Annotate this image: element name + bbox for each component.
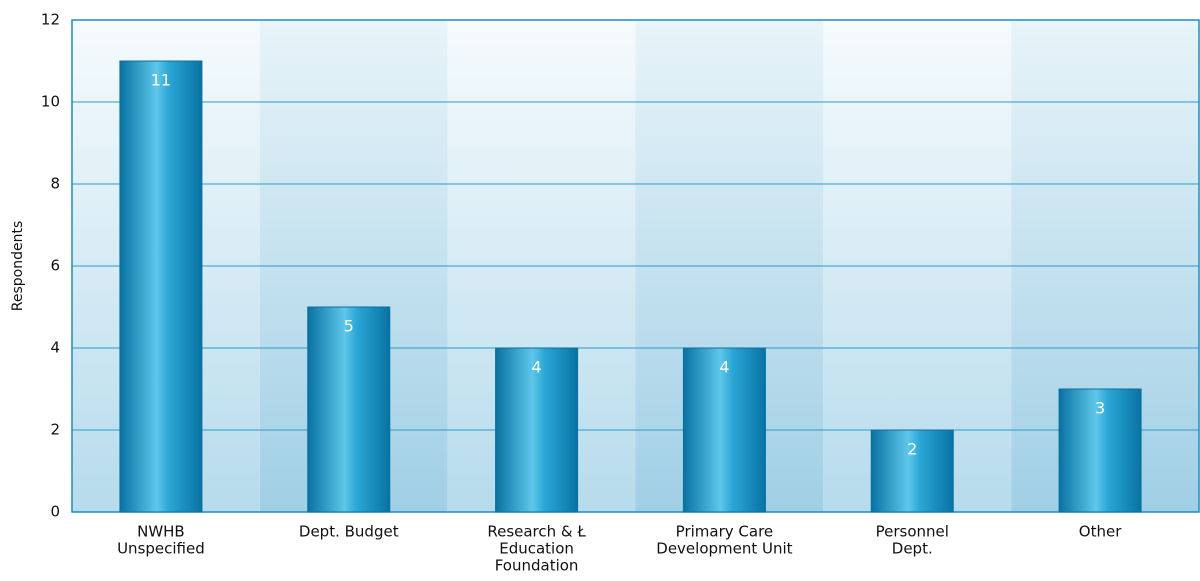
x-tick-label: Development Unit <box>656 540 792 558</box>
data-label: 5 <box>344 317 354 336</box>
bar <box>119 60 203 513</box>
x-tick-label: NWHB <box>137 523 185 541</box>
y-tick-label: 4 <box>50 339 60 357</box>
x-tick-label: Dept. <box>892 540 933 558</box>
bar <box>495 347 579 513</box>
y-tick-label: 2 <box>50 421 60 439</box>
data-label: 4 <box>531 358 541 377</box>
y-axis-label: Respondents <box>10 221 26 312</box>
x-tick-label: Research & Ł <box>487 523 586 541</box>
plot-border <box>71 19 1200 513</box>
data-label: 11 <box>151 71 171 90</box>
bar <box>307 306 391 513</box>
y-tick-label: 0 <box>50 503 60 521</box>
y-tick-label: 6 <box>50 257 60 275</box>
x-tick-label: Primary Care <box>676 523 773 541</box>
x-tick-label: Unspecified <box>117 540 205 558</box>
x-tick-label: Dept. Budget <box>299 523 399 541</box>
data-label: 2 <box>907 440 917 459</box>
data-label: 3 <box>1095 399 1105 418</box>
x-tick-label: Foundation <box>495 557 579 575</box>
x-tick-label: Personnel <box>876 523 949 541</box>
bar <box>682 347 766 513</box>
bar <box>1058 388 1142 513</box>
x-tick-label: Education <box>499 540 574 558</box>
x-tick-label: Other <box>1079 523 1122 541</box>
y-tick-label: 12 <box>41 11 60 29</box>
y-tick-label: 10 <box>41 93 60 111</box>
data-label: 4 <box>719 358 729 377</box>
y-tick-label: 8 <box>50 175 60 193</box>
bar <box>870 429 954 513</box>
